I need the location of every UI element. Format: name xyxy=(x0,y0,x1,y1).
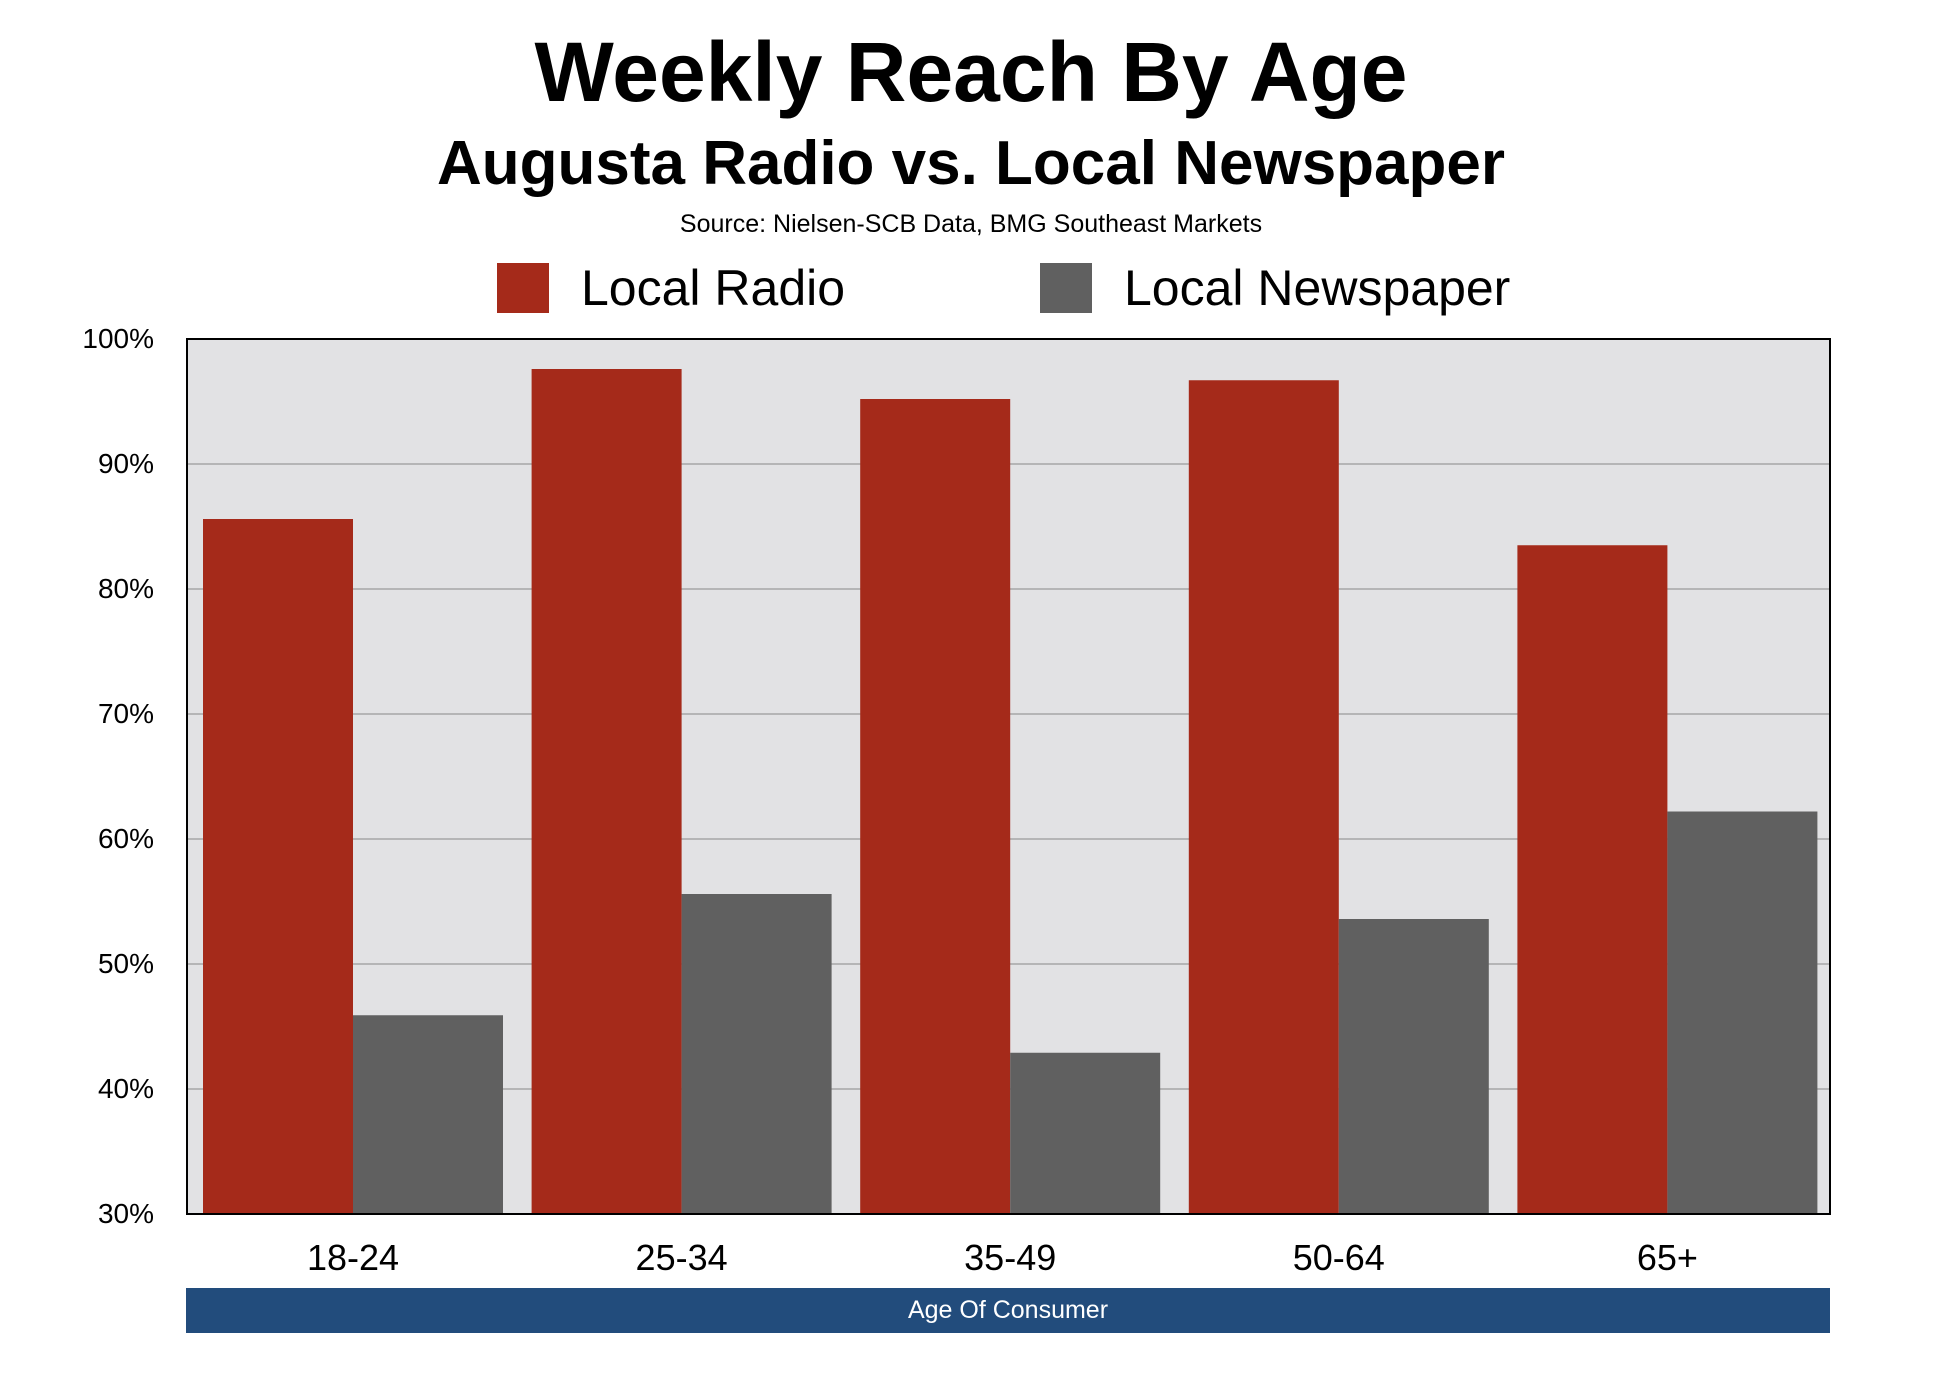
x-tick-label: 25-34 xyxy=(636,1237,728,1278)
bar-local-newspaper xyxy=(1338,919,1489,1214)
bar-local-radio xyxy=(1188,380,1339,1214)
y-tick-label: 80% xyxy=(98,573,154,604)
y-tick-label: 50% xyxy=(98,948,154,979)
chart-subtitle: Augusta Radio vs. Local Newspaper xyxy=(436,129,1506,198)
bar-local-radio xyxy=(203,519,353,1214)
bar-local-radio xyxy=(1517,545,1668,1214)
legend-swatch-local-newspaper xyxy=(1040,263,1092,313)
y-tick-label: 30% xyxy=(98,1198,154,1229)
y-tick-label: 60% xyxy=(98,823,154,854)
bar-local-radio xyxy=(860,399,1011,1214)
chart-title: Weekly Reach By Age xyxy=(534,25,1408,119)
y-tick-label: 90% xyxy=(98,448,154,479)
y-tick-label: 100% xyxy=(82,323,154,354)
legend-item-local-newspaper: Local Newspaper xyxy=(1040,258,1510,318)
x-axis-title-banner: Age Of Consumer xyxy=(186,1288,1830,1333)
legend-swatch-local-radio xyxy=(497,263,549,313)
x-tick-label: 65+ xyxy=(1637,1237,1698,1278)
chart-source: Source: Nielsen-SCB Data, BMG Southeast … xyxy=(679,210,1263,238)
legend-label-local-newspaper: Local Newspaper xyxy=(1124,260,1511,316)
bar-local-newspaper xyxy=(681,894,832,1214)
x-tick-label: 50-64 xyxy=(1293,1237,1385,1278)
legend-item-local-radio: Local Radio xyxy=(497,258,845,318)
legend-label-local-radio: Local Radio xyxy=(581,260,846,316)
x-tick-label: 18-24 xyxy=(307,1237,399,1278)
bar-local-radio xyxy=(531,369,682,1214)
x-axis-title: Age Of Consumer xyxy=(907,1296,1109,1324)
bar-local-newspaper xyxy=(1010,1052,1161,1214)
y-tick-label: 40% xyxy=(98,1073,154,1104)
y-tick-label: 70% xyxy=(98,698,154,729)
plot-frame xyxy=(186,338,1831,1215)
x-tick-label: 35-49 xyxy=(964,1237,1056,1278)
bar-local-newspaper xyxy=(353,1015,503,1214)
bar-local-newspaper xyxy=(1667,811,1818,1214)
